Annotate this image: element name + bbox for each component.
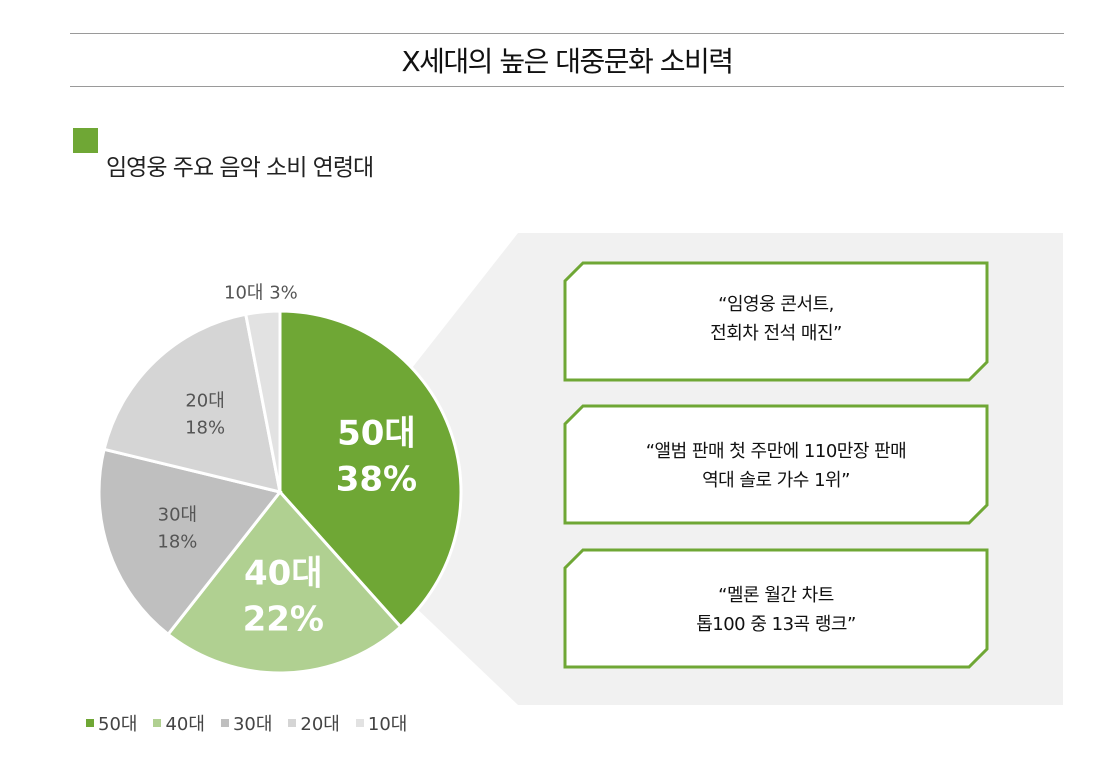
- slice-label-2-line2: 22%: [243, 599, 324, 639]
- slice-label-2-line1: 40대: [244, 553, 323, 593]
- slice-label-1-line1: 50대: [337, 413, 416, 453]
- legend-label-5: 10대: [367, 714, 408, 735]
- legend-label-3: 30대: [232, 714, 273, 735]
- top-rule: [70, 33, 1064, 34]
- title-underline: [70, 86, 1064, 87]
- callout-album-line2: 역대 솔로 가수 1위”: [702, 470, 850, 491]
- legend-item-3: 30대: [220, 710, 273, 736]
- page-title: X세대의 높은 대중문화 소비력: [401, 45, 734, 78]
- chart-legend: 50대 40대 30대 20대 10대: [86, 710, 407, 736]
- chart-subtitle: 임영웅 주요 음악 소비 연령대: [106, 155, 374, 181]
- callout-melon-line1: “멜론 월간 차트: [718, 585, 834, 606]
- slice-label-1-line2: 38%: [336, 459, 417, 499]
- pie-slice-1: [278, 309, 463, 630]
- legend-swatch-5: [355, 719, 364, 727]
- callout-melon: “멜론 월간 차트 톱100 중 13곡 랭크”: [565, 581, 987, 639]
- slice-label-4-line2: 18%: [185, 417, 225, 438]
- legend-label-2: 40대: [165, 714, 205, 735]
- callout-box-2: [563, 404, 989, 525]
- legend-label-1: 50대: [98, 714, 138, 735]
- callout-melon-line2: 톱100 중 13곡 랭크”: [696, 614, 856, 635]
- legend-item-1: 50대: [86, 710, 137, 736]
- slice-label-3-line1: 30대: [158, 505, 197, 526]
- legend-swatch-4: [288, 719, 297, 727]
- legend-item-4: 20대: [288, 710, 340, 736]
- legend-swatch-1: [86, 719, 94, 727]
- callout-album-line1: “앨범 판매 첫 주만에 110만장 판매: [645, 441, 907, 462]
- pie-slice-2: [166, 489, 403, 675]
- pie-slice-5: [243, 309, 282, 493]
- callout-box-1: [563, 261, 989, 382]
- legend-swatch-2: [153, 719, 162, 727]
- subtitle-marker: [73, 128, 98, 153]
- slice-label-4-line1: 20대: [185, 390, 224, 411]
- callout-concert: “임영웅 콘서트, 전회차 전석 매진”: [565, 290, 987, 348]
- callout-concert-line1: “임영웅 콘서트,: [718, 294, 834, 315]
- slice-label-5-line1: 10대 3%: [224, 282, 298, 303]
- legend-item-5: 10대: [355, 710, 408, 736]
- pie-slice-3: [97, 447, 283, 637]
- legend-label-4: 20대: [300, 714, 340, 735]
- legend-swatch-3: [220, 719, 229, 727]
- pie-slice-4: [102, 312, 282, 495]
- slice-label-3-line2: 18%: [157, 532, 197, 553]
- callout-album: “앨범 판매 첫 주만에 110만장 판매 역대 솔로 가수 1위”: [565, 437, 987, 495]
- legend-item-2: 40대: [153, 710, 205, 736]
- callout-box-3: [563, 548, 989, 669]
- callout-concert-line2: 전회차 전석 매진”: [710, 323, 842, 344]
